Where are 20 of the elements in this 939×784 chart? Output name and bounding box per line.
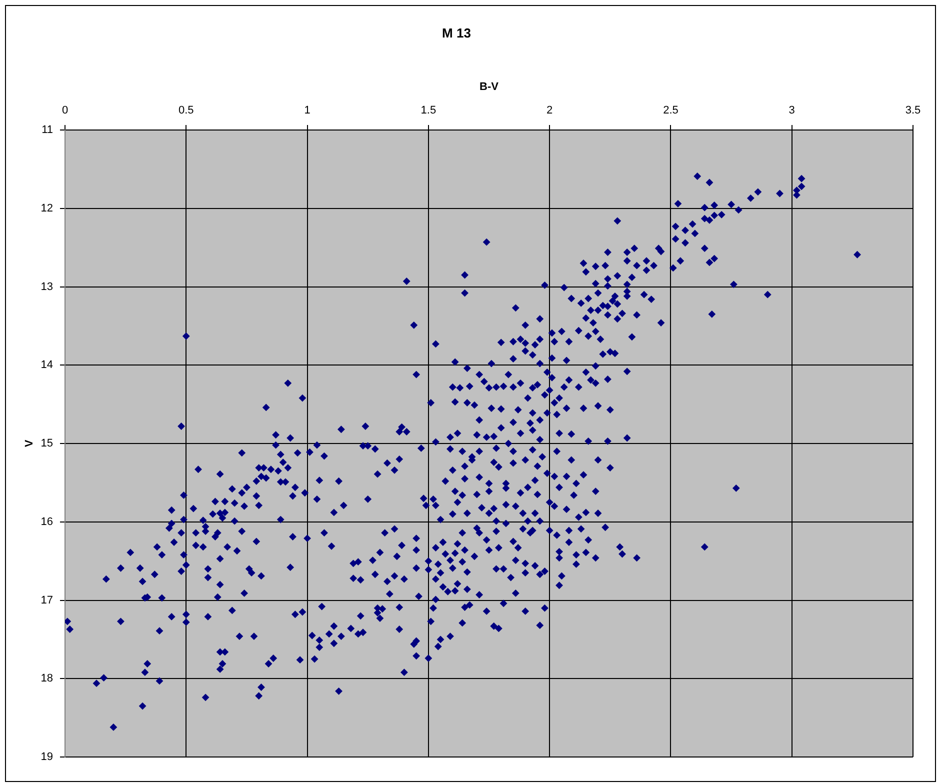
y-tick-label: 17 — [40, 594, 53, 606]
y-tick-label: 14 — [40, 359, 53, 372]
y-tick-label: 19 — [40, 751, 53, 764]
x-tick-label: 1 — [304, 104, 310, 116]
x-axis-title: B-V — [480, 81, 500, 94]
x-tick-label: 0.5 — [178, 104, 194, 116]
y-tick-label: 18 — [40, 672, 53, 685]
chart-title: M 13 — [442, 25, 471, 40]
x-tick-label: 2.5 — [663, 104, 678, 116]
y-tick-label: 12 — [40, 202, 53, 214]
x-tick-label: 3.5 — [905, 104, 921, 116]
x-tick-label: 1.5 — [420, 104, 436, 116]
x-tick-label: 2 — [546, 104, 553, 116]
y-tick-label: 13 — [40, 280, 53, 293]
y-tick-label: 15 — [40, 438, 53, 450]
x-tick-label: 0 — [62, 104, 68, 116]
y-tick-label: 11 — [42, 124, 53, 136]
y-axis-title: V — [24, 439, 36, 448]
x-tick-label: 3 — [788, 104, 795, 116]
y-tick-label: 16 — [40, 516, 53, 528]
